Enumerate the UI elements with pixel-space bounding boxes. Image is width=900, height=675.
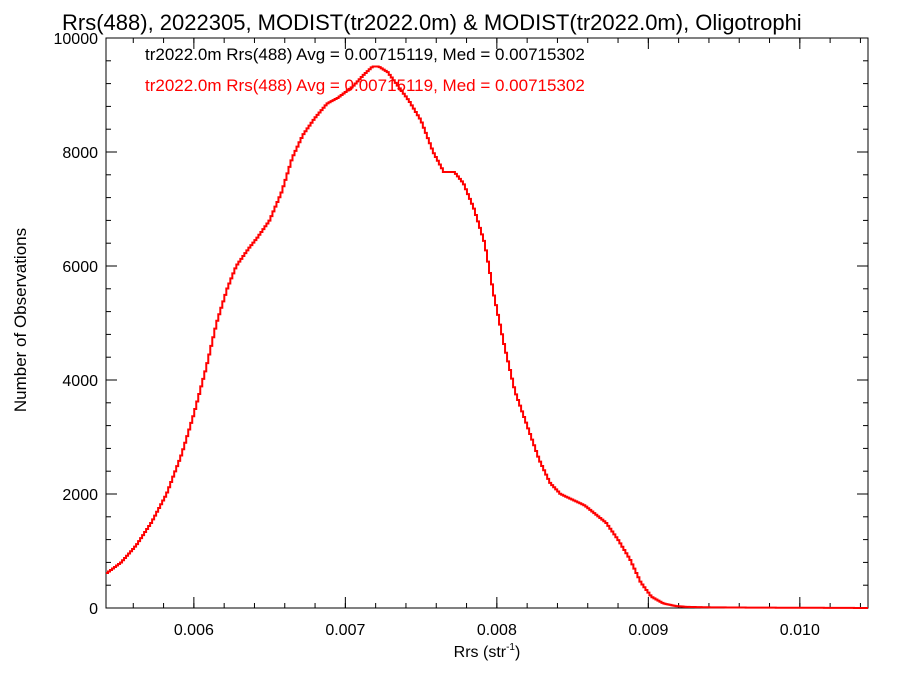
x-tick-label: 0.007 (325, 622, 365, 639)
y-tick-label: 2000 (62, 487, 98, 504)
annotation-red: tr2022.0m Rrs(488) Avg = 0.00715119, Med… (145, 76, 585, 95)
x-tick-label: 0.006 (174, 622, 214, 639)
y-tick-label: 8000 (62, 145, 98, 162)
y-tick-label: 10000 (54, 31, 99, 48)
minor-ticks (106, 37, 868, 609)
y-tick-label: 0 (89, 601, 98, 618)
x-tick-label: 0.009 (628, 622, 668, 639)
x-axis-label: Rrs (str-1) (454, 642, 521, 661)
y-tick-label: 6000 (62, 259, 98, 276)
plot-frame (105, 37, 869, 609)
chart-title: Rrs(488), 2022305, MODIST(tr2022.0m) & M… (62, 10, 802, 35)
histogram-series-line (106, 65, 868, 609)
x-axis-ticks: 0.006 0.007 0.008 0.009 0.010 (174, 38, 820, 639)
annotation-black: tr2022.0m Rrs(488) Avg = 0.00715119, Med… (145, 45, 585, 64)
y-axis-label: Number of Observations (11, 228, 30, 412)
x-tick-label: 0.010 (780, 622, 820, 639)
y-axis-ticks: 0 2000 4000 6000 8000 10000 (54, 31, 868, 618)
x-tick-label: 0.008 (477, 622, 517, 639)
y-tick-label: 4000 (62, 373, 98, 390)
